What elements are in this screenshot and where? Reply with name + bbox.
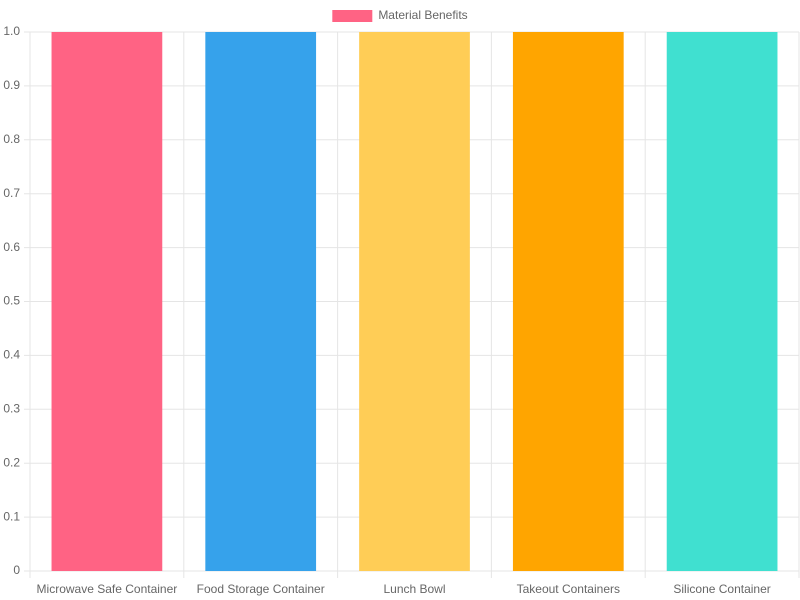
- x-tick-label: Microwave Safe Container: [37, 582, 178, 596]
- y-tick-label: 0.7: [3, 186, 20, 200]
- y-tick-label: 0: [13, 563, 20, 577]
- y-tick-label: 0.9: [3, 78, 20, 92]
- bar: [51, 32, 163, 571]
- x-tick-label: Lunch Bowl: [383, 582, 445, 596]
- x-tick-label: Takeout Containers: [517, 582, 620, 596]
- legend-label: Material Benefits: [378, 8, 467, 22]
- y-tick-label: 1.0: [3, 24, 20, 38]
- bar: [512, 32, 624, 571]
- y-tick-label: 0.2: [3, 455, 20, 469]
- bar: [666, 32, 778, 571]
- y-tick-label: 0.1: [3, 509, 20, 523]
- legend-swatch: [332, 10, 373, 22]
- y-tick-label: 0.3: [3, 401, 20, 415]
- x-tick-label: Silicone Container: [673, 582, 770, 596]
- y-tick-label: 0.8: [3, 132, 20, 146]
- bar: [205, 32, 317, 571]
- y-tick-label: 0.5: [3, 294, 20, 308]
- y-tick-label: 0.6: [3, 240, 20, 254]
- y-tick-label: 0.4: [3, 348, 20, 362]
- bar: [359, 32, 470, 571]
- x-tick-label: Food Storage Container: [197, 582, 325, 596]
